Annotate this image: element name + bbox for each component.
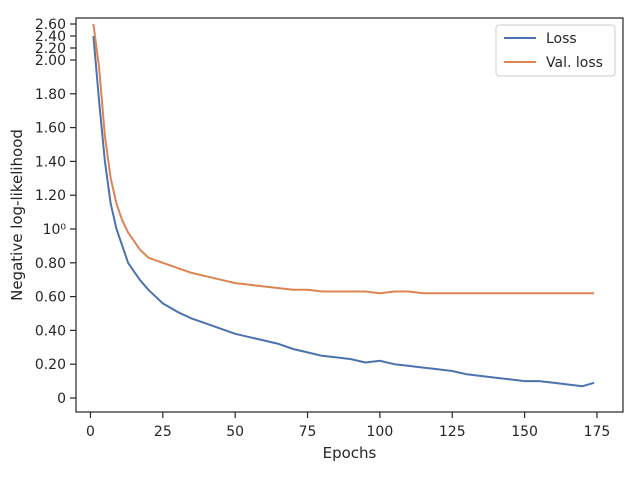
y-tick-label: 1.20 [35,188,66,204]
x-tick-label: 0 [86,424,95,440]
plot-area [75,17,624,413]
legend-label-loss: Loss [546,31,577,47]
y-tick-label: 0.60 [35,290,66,306]
y-tick-label: 0.20 [35,357,66,373]
legend-label-val-loss: Val. loss [546,55,603,71]
y-tick-label: 2.60 [35,17,66,33]
y-tick-label: 2.40 [35,29,66,45]
y-tick-label: 2.00 [35,53,66,69]
y-tick-label: 10⁰ [43,222,67,238]
x-tick-label: 125 [439,424,466,440]
x-tick-label: 150 [511,424,538,440]
y-axis-label: Negative log-likelihood [8,129,26,301]
x-tick-label: 100 [367,424,394,440]
y-tick-label: 0.40 [35,323,66,339]
y-tick-label: 2.20 [35,41,66,57]
y-tick-label: 0 [57,391,66,407]
y-tick-label: 0.80 [35,256,66,272]
x-tick-label: 25 [154,424,172,440]
series-layer [92,23,595,388]
y-tick-label: 1.40 [35,154,66,170]
series-line-loss [92,35,595,388]
series-line-val-loss [92,23,595,295]
legend: Loss Val. loss [495,24,616,77]
y-tick-label: 1.60 [35,121,66,137]
x-axis: 0 25 50 75 100 125 150 175 [86,412,610,440]
y-tick-label: 1.80 [35,87,66,103]
x-tick-label: 175 [584,424,611,440]
x-axis-label: Epochs [323,444,377,462]
x-tick-label: 50 [226,424,244,440]
y-axis: 0 0.20 0.40 0.60 0.80 10⁰ 1.20 1.40 1.60 1.80 2.00… [35,17,76,407]
x-tick-label: 75 [299,424,317,440]
